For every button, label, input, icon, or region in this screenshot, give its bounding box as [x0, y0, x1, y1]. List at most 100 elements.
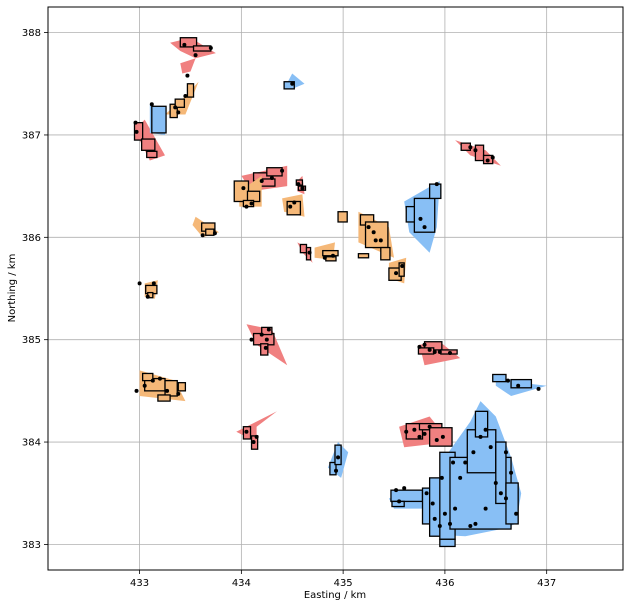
data-point	[251, 440, 256, 445]
data-point	[394, 488, 399, 493]
y-ticks: 383 384 385 386 387 388	[22, 28, 48, 551]
data-point	[264, 337, 269, 342]
data-point	[249, 337, 254, 342]
grid-cell-rect	[474, 410, 489, 438]
grid-cell-rect	[233, 180, 250, 203]
data-point	[336, 455, 341, 460]
data-point	[296, 182, 301, 187]
data-point	[422, 431, 427, 436]
data-point	[506, 378, 510, 383]
data-point	[300, 186, 305, 191]
x-tick-label: 436	[435, 578, 454, 589]
data-point	[468, 523, 473, 528]
data-point	[244, 204, 249, 209]
grid-cell-rect	[474, 144, 485, 162]
data-point	[307, 250, 312, 255]
data-point	[427, 424, 432, 429]
data-point	[463, 460, 468, 465]
data-point	[458, 475, 463, 480]
data-point	[442, 511, 447, 516]
data-point	[417, 344, 422, 349]
data-point	[133, 120, 138, 125]
data-point	[259, 332, 264, 337]
data-point	[182, 42, 187, 47]
data-point	[150, 378, 155, 383]
data-point	[447, 350, 452, 355]
grid-cell-rect	[299, 243, 308, 254]
grid-cell-rect	[283, 81, 295, 90]
data-point	[378, 238, 383, 243]
grid-cell-rect	[179, 37, 198, 48]
data-point	[468, 145, 473, 150]
data-point	[165, 388, 170, 393]
data-point	[516, 383, 521, 388]
grid-cell-rect	[205, 228, 215, 236]
y-tick-label: 387	[22, 130, 41, 141]
data-point	[453, 506, 458, 511]
grid-cell-rect	[157, 394, 171, 402]
data-point	[244, 429, 249, 434]
grid-cell-rect	[492, 373, 507, 383]
data-point	[434, 182, 439, 187]
data-point	[292, 200, 297, 205]
data-point	[269, 175, 274, 180]
grid-cell-rect	[252, 332, 275, 346]
data-point	[157, 376, 162, 381]
data-point	[437, 523, 442, 528]
y-tick-label: 388	[22, 28, 41, 39]
data-point	[503, 450, 508, 455]
grid-cell-rect	[439, 538, 456, 548]
grid-cell-rect	[151, 105, 167, 134]
grid-cell-rect	[322, 249, 339, 257]
data-point	[483, 506, 488, 511]
data-point	[394, 271, 399, 276]
data-point	[473, 148, 478, 153]
grid-cell-rect	[141, 372, 154, 382]
x-tick-label: 435	[334, 578, 353, 589]
data-point	[200, 233, 205, 238]
data-point	[366, 225, 371, 230]
data-point	[471, 450, 476, 455]
data-point	[290, 81, 295, 86]
data-point	[412, 427, 417, 432]
y-tick-label: 384	[22, 438, 41, 449]
grid-cell-rect	[146, 150, 158, 159]
data-point	[263, 345, 268, 350]
data-point	[322, 255, 327, 260]
data-point	[424, 491, 429, 496]
grid-cell-rect	[192, 45, 212, 52]
data-point	[173, 105, 178, 110]
grid-cell-rect	[337, 211, 348, 223]
data-point	[334, 468, 339, 473]
data-point	[134, 129, 139, 134]
data-point	[432, 516, 437, 521]
grid-cell-rect	[428, 427, 453, 447]
data-point	[176, 110, 181, 115]
data-point	[432, 349, 437, 354]
region-shape	[180, 58, 196, 74]
data-point	[208, 45, 213, 50]
grid	[48, 7, 623, 570]
data-point	[509, 470, 514, 475]
data-point	[536, 386, 541, 391]
data-point	[266, 327, 271, 332]
grid-cell-rect	[186, 83, 195, 98]
grid-cell-rect	[164, 379, 178, 397]
data-point	[490, 155, 495, 160]
grid-cell-rect	[174, 98, 186, 108]
data-point	[503, 496, 508, 501]
points-layer	[133, 42, 541, 528]
data-point	[485, 158, 490, 163]
data-point	[437, 349, 442, 354]
series-layer	[133, 37, 547, 548]
data-point	[176, 391, 181, 396]
data-point	[137, 281, 142, 286]
data-point	[439, 475, 444, 480]
grid-cell-rect	[260, 343, 269, 356]
data-point	[434, 437, 439, 442]
series-red	[133, 37, 501, 450]
data-point	[488, 445, 493, 450]
grid-cell-rect	[357, 253, 370, 259]
plot-background	[48, 7, 623, 570]
